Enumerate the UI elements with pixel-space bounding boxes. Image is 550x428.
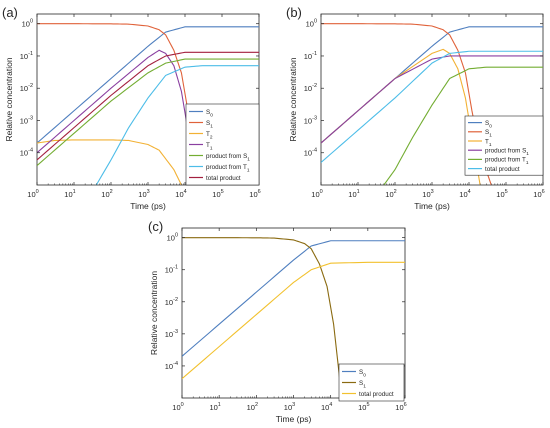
x-axis-label: Time (ps) <box>414 201 450 211</box>
y-tick-label: 10-4 <box>20 148 33 158</box>
x-tick-label: 103 <box>284 402 295 412</box>
y-tick-label: 10-3 <box>165 329 178 339</box>
legend-entry: T1 <box>206 142 213 152</box>
x-tick-label: 104 <box>321 402 332 412</box>
legend-entry: total product <box>359 391 394 398</box>
x-tick-label: 105 <box>496 189 507 199</box>
series-line-1 <box>182 240 405 357</box>
x-tick-label: 105 <box>212 189 223 199</box>
y-tick-label: 10-1 <box>165 265 178 275</box>
series-line-5 <box>37 58 259 166</box>
series-line-4 <box>37 49 197 185</box>
x-tick-label: 103 <box>138 189 149 199</box>
series-line-5 <box>383 66 543 185</box>
x-tick-label: 103 <box>422 189 433 199</box>
legend-entry: S1 <box>359 380 366 390</box>
y-tick-label: 100 <box>167 233 178 243</box>
x-tick-label: 105 <box>358 402 369 412</box>
series-line-6 <box>321 50 543 163</box>
x-axis-label: Time (ps) <box>130 201 166 211</box>
x-axis-label: Time (ps) <box>276 414 312 424</box>
legend-box <box>464 115 544 176</box>
y-tick-label: 100 <box>22 19 33 29</box>
x-tick-label: 101 <box>348 189 359 199</box>
x-tick-label: 102 <box>247 402 258 412</box>
x-tick-label: 104 <box>459 189 470 199</box>
legend-entry: S0 <box>485 120 492 129</box>
legend-entry: S0 <box>359 369 366 379</box>
y-tick-label: 10-1 <box>20 51 33 61</box>
legend-entry: S0 <box>206 109 213 119</box>
legend-entry: T2 <box>206 131 213 141</box>
panel-label: (a) <box>2 5 18 20</box>
legend-entry: T1 <box>485 138 492 148</box>
panel-label: (b) <box>286 5 302 20</box>
legend-entry: product from S1 <box>485 148 529 158</box>
chart-panel-2: 100 101 102 103 104 105 106 10-4 10-3 10-2 10-1 100… <box>286 5 545 211</box>
series-line-3 <box>37 139 182 185</box>
x-tick-label: 101 <box>64 189 75 199</box>
x-tick-label: 101 <box>209 402 220 412</box>
x-tick-label: 106 <box>395 402 406 412</box>
x-tick-label: 102 <box>385 189 396 199</box>
y-tick-label: 10-4 <box>165 361 178 371</box>
y-axis-label: Relative concentration <box>149 271 159 355</box>
legend-entry: total product <box>485 166 520 173</box>
series-line-4 <box>321 55 543 144</box>
legend-entry: product from S1 <box>206 153 250 163</box>
series-line-3 <box>182 261 405 380</box>
legend-entry: product from T1 <box>206 164 250 174</box>
y-tick-label: 10-4 <box>304 148 317 158</box>
x-tick-label: 100 <box>27 189 38 199</box>
y-tick-label: 10-2 <box>165 297 178 307</box>
x-tick-label: 106 <box>533 189 544 199</box>
y-tick-label: 10-2 <box>304 83 317 93</box>
series-line-2 <box>182 237 343 398</box>
series-line-6 <box>95 65 259 185</box>
chart-panel-3: 100 101 102 103 104 105 106 10-4 10-3 10-2 10-1 100… <box>148 219 407 424</box>
chart-panel-1: 100 101 102 103 104 105 106 10-4 10-3 10-2 10-1 100… <box>2 5 261 211</box>
x-tick-label: 100 <box>172 402 183 412</box>
panel-label: (c) <box>148 219 163 234</box>
legend-entry: S1 <box>206 120 213 130</box>
legend-entry: S1 <box>485 129 492 139</box>
legend-entry: product from T1 <box>485 157 529 167</box>
y-axis-label: Relative concentration <box>288 57 298 141</box>
x-tick-label: 104 <box>175 189 186 199</box>
y-tick-label: 10-3 <box>20 115 33 125</box>
series-line-1 <box>37 26 259 144</box>
series-lines <box>182 237 405 398</box>
y-tick-label: 100 <box>306 19 317 29</box>
x-tick-label: 102 <box>101 189 112 199</box>
y-axis-label: Relative concentration <box>4 57 14 141</box>
x-tick-label: 106 <box>249 189 260 199</box>
y-tick-label: 10-1 <box>304 51 317 61</box>
series-lines <box>321 23 543 185</box>
y-tick-label: 10-2 <box>20 83 33 93</box>
y-tick-label: 10-3 <box>304 115 317 125</box>
legend-entry: total product <box>206 175 241 182</box>
x-tick-label: 100 <box>311 189 322 199</box>
series-line-7 <box>37 51 259 161</box>
